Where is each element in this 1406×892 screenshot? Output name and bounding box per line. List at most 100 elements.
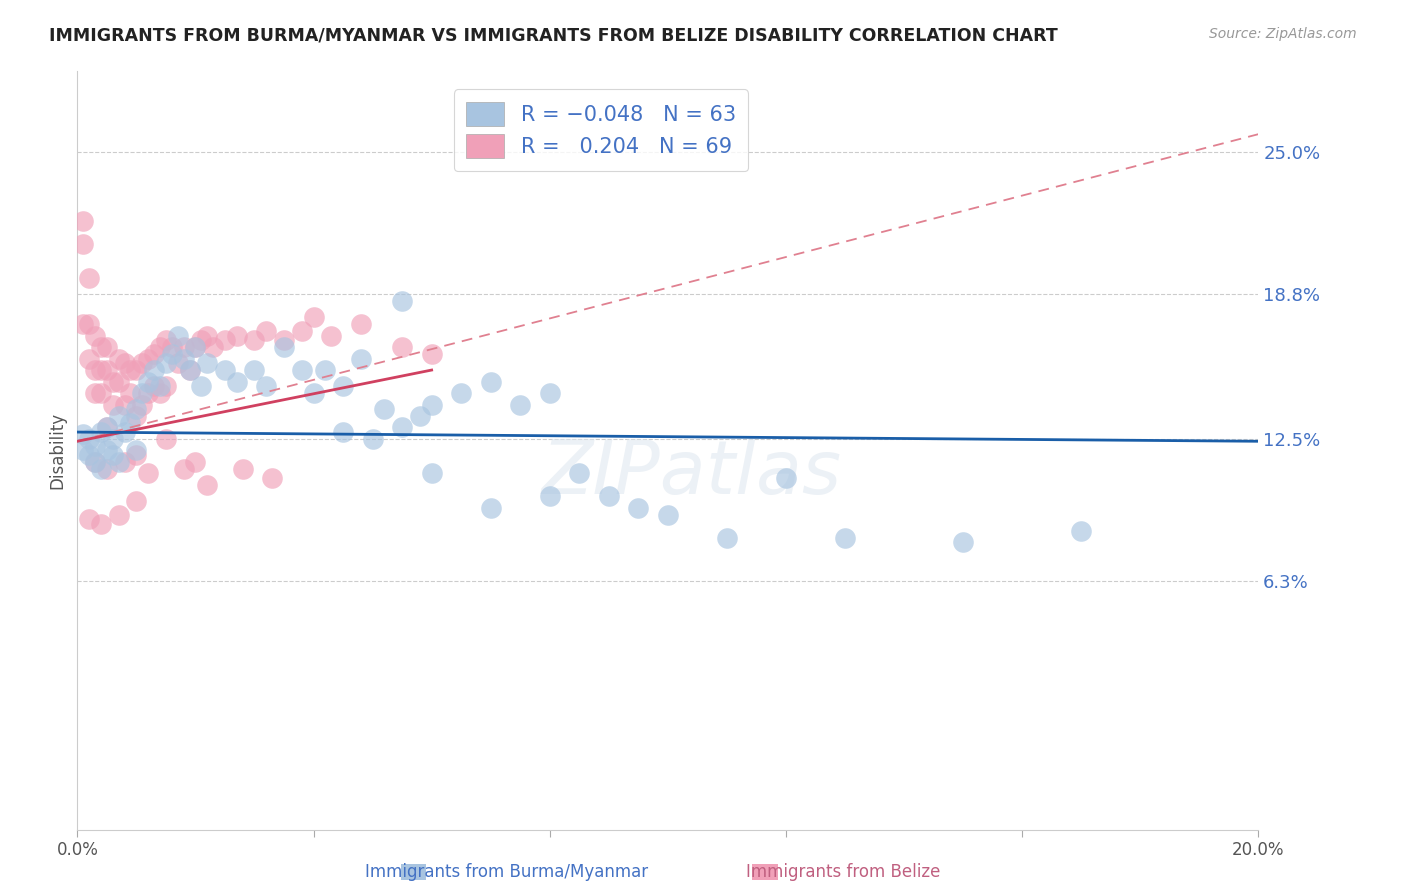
Point — [77, 271, 100, 285]
Point — [391, 420, 413, 434]
Point — [136, 351, 159, 366]
Point — [101, 448, 124, 462]
Point — [173, 462, 195, 476]
Point — [107, 351, 129, 366]
Point — [131, 397, 153, 411]
Point — [125, 363, 148, 377]
Point — [302, 386, 325, 401]
Point — [166, 328, 188, 343]
Point — [509, 397, 531, 411]
Point — [479, 500, 502, 515]
Point — [120, 416, 142, 430]
Point — [232, 462, 254, 476]
Point — [107, 375, 129, 389]
Point — [77, 512, 100, 526]
Point — [243, 333, 266, 347]
Point — [96, 420, 118, 434]
Point — [90, 386, 112, 401]
Point — [834, 531, 856, 545]
Point — [90, 462, 112, 476]
Point — [190, 333, 212, 347]
Point — [273, 340, 295, 354]
Point — [131, 356, 153, 370]
Point — [96, 462, 118, 476]
Point — [254, 324, 277, 338]
Point — [155, 379, 177, 393]
Point — [136, 467, 159, 481]
Point — [361, 432, 384, 446]
Point — [96, 340, 118, 354]
Point — [125, 402, 148, 417]
Point — [202, 340, 225, 354]
Point — [214, 363, 236, 377]
Point — [332, 425, 354, 439]
Point — [107, 409, 129, 423]
Point — [450, 386, 472, 401]
Point — [125, 443, 148, 458]
Point — [409, 409, 432, 423]
Point — [84, 328, 107, 343]
Text: Immigrants from Belize: Immigrants from Belize — [747, 863, 941, 881]
Point — [149, 340, 172, 354]
Point — [190, 379, 212, 393]
Point — [350, 317, 373, 331]
Point — [195, 328, 218, 343]
Point — [77, 317, 100, 331]
Point — [243, 363, 266, 377]
Point — [538, 490, 561, 504]
Point — [214, 333, 236, 347]
Point — [391, 340, 413, 354]
Point — [952, 535, 974, 549]
Text: IMMIGRANTS FROM BURMA/MYANMAR VS IMMIGRANTS FROM BELIZE DISABILITY CORRELATION C: IMMIGRANTS FROM BURMA/MYANMAR VS IMMIGRA… — [49, 27, 1057, 45]
Point — [155, 333, 177, 347]
Point — [179, 363, 201, 377]
Point — [72, 317, 94, 331]
Point — [136, 386, 159, 401]
Point — [77, 351, 100, 366]
Point — [195, 356, 218, 370]
Point — [77, 432, 100, 446]
Point — [391, 294, 413, 309]
Point — [149, 379, 172, 393]
Point — [84, 455, 107, 469]
Point — [90, 425, 112, 439]
Point — [1070, 524, 1092, 538]
Point — [225, 375, 247, 389]
Point — [302, 310, 325, 325]
Point — [479, 375, 502, 389]
Point — [420, 347, 443, 361]
Point — [143, 363, 166, 377]
Point — [114, 397, 136, 411]
Point — [101, 432, 124, 446]
Point — [166, 356, 188, 370]
Point — [657, 508, 679, 522]
Point — [627, 500, 650, 515]
Point — [131, 386, 153, 401]
Point — [291, 324, 314, 338]
Point — [114, 356, 136, 370]
Point — [120, 386, 142, 401]
Y-axis label: Disability: Disability — [48, 412, 66, 489]
Point — [598, 490, 620, 504]
Point — [72, 236, 94, 251]
Point — [90, 516, 112, 531]
Point — [120, 363, 142, 377]
Point — [291, 363, 314, 377]
Point — [125, 448, 148, 462]
Point — [716, 531, 738, 545]
Point — [84, 439, 107, 453]
Point — [143, 347, 166, 361]
Point — [179, 363, 201, 377]
Point — [136, 375, 159, 389]
Point — [101, 397, 124, 411]
Point — [160, 340, 183, 354]
Point — [114, 425, 136, 439]
Point — [262, 471, 284, 485]
Point — [321, 328, 343, 343]
Point — [195, 478, 218, 492]
Point — [125, 494, 148, 508]
Point — [77, 448, 100, 462]
Point — [72, 427, 94, 442]
Point — [184, 455, 207, 469]
Text: ZIPatlas: ZIPatlas — [541, 437, 842, 509]
